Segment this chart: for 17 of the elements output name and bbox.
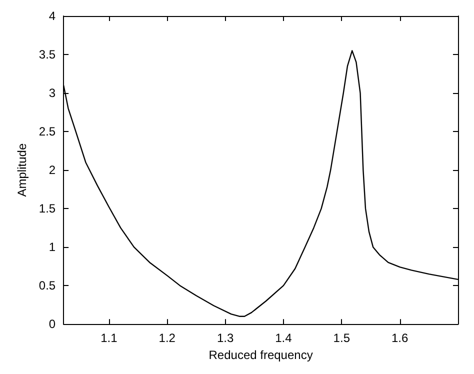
y-tick-label: 0: [48, 317, 56, 332]
y-tick-label: 1: [48, 240, 56, 254]
x-tick-label: 1.5: [333, 331, 350, 346]
x-tick-label: 1.6: [391, 331, 408, 346]
y-axis-title: Amplitude: [15, 143, 29, 197]
y-tick-label: 4: [48, 9, 56, 23]
y-tick-label: 1.5: [38, 202, 56, 216]
x-tick-label: 1.1: [100, 331, 118, 346]
y-tick-label: 2.5: [38, 124, 56, 139]
y-tick-label: 0.5: [38, 278, 56, 293]
x-tick-label: 1.2: [158, 331, 176, 346]
x-axis-title: Reduced frequency: [208, 348, 313, 362]
y-tick-label: 2: [48, 163, 56, 178]
y-tick-label: 3: [48, 86, 56, 100]
x-tick-label: 1.3: [216, 331, 234, 346]
y-tick-label: 3.5: [38, 48, 56, 62]
x-tick-label: 1.4: [275, 331, 292, 346]
